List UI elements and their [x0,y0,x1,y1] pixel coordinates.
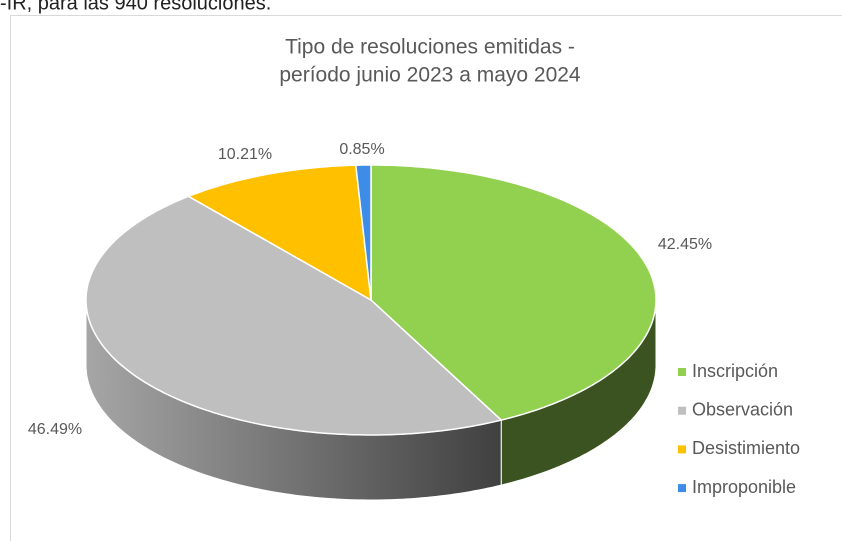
legend-swatch [678,445,686,454]
legend-label: Improponible [692,477,796,497]
legend-label: Desistimiento [692,438,800,458]
legend-swatch [678,368,686,376]
chart-border [10,15,842,541]
pie-slice [354,164,372,301]
pie-slice [186,164,372,302]
pie-slice [370,164,657,421]
data-label: 46.49% [28,421,82,438]
legend-swatch [678,484,686,493]
data-label: 42.45% [658,236,712,253]
data-label: 0.85% [339,141,384,158]
chart-title: período junio 2023 a mayo 2024 [279,64,581,87]
caption: -IR, para las 940 resoluciones. [0,0,271,14]
chart-title: Tipo de resoluciones emitidas - [285,36,575,59]
legend-label: Observación [692,399,793,419]
legend-label: Inscripción [692,361,778,381]
data-label: 10.21% [218,146,272,163]
legend-swatch [678,406,686,415]
pie-slice [85,195,503,436]
